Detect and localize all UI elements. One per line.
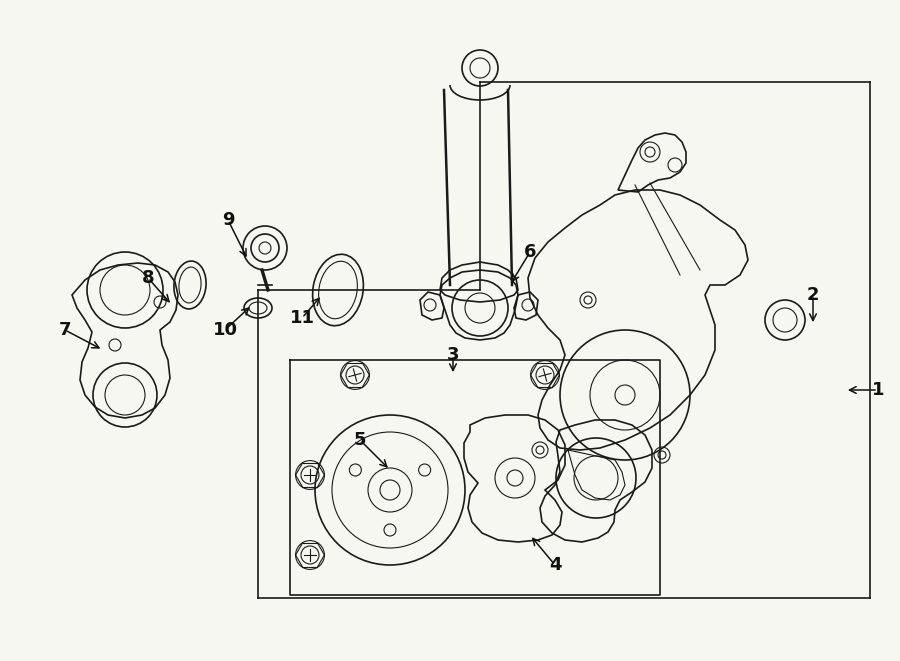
Text: 7: 7 bbox=[58, 321, 71, 339]
Text: 9: 9 bbox=[221, 211, 234, 229]
Text: 6: 6 bbox=[524, 243, 536, 261]
Text: 5: 5 bbox=[354, 431, 366, 449]
Text: 3: 3 bbox=[446, 346, 459, 364]
Text: 1: 1 bbox=[872, 381, 884, 399]
Text: 8: 8 bbox=[141, 269, 154, 287]
Text: 4: 4 bbox=[549, 556, 562, 574]
Text: 10: 10 bbox=[212, 321, 238, 339]
Text: 2: 2 bbox=[806, 286, 819, 304]
Text: 11: 11 bbox=[290, 309, 314, 327]
